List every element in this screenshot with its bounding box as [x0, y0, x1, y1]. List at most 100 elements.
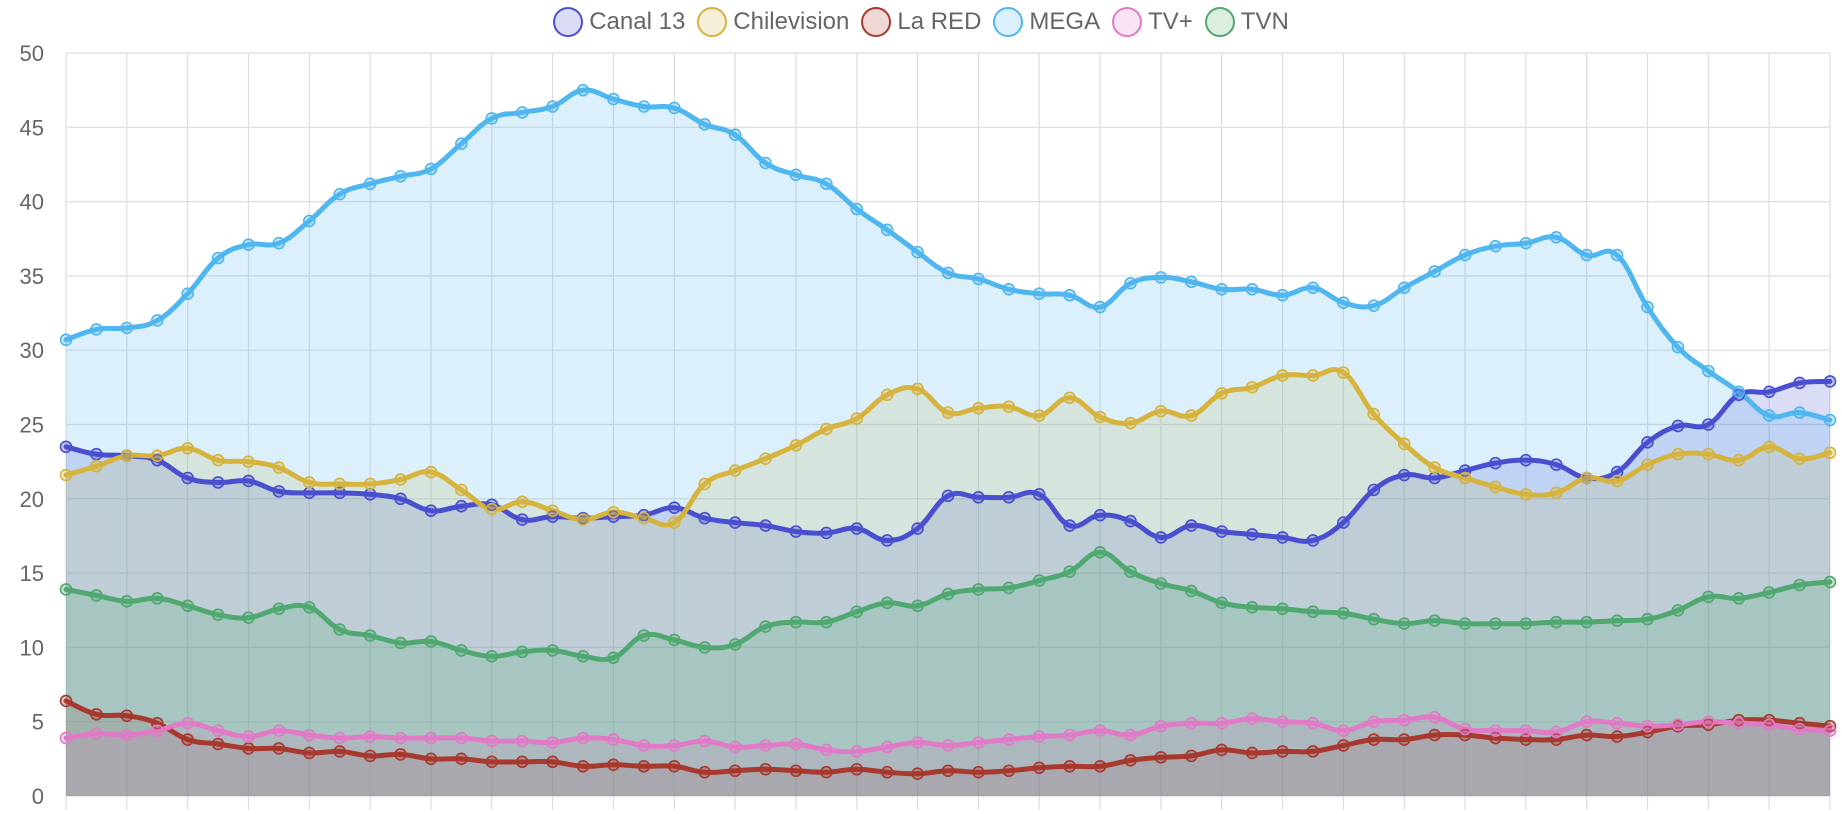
point-canal-13	[1702, 418, 1715, 431]
point-tvn	[272, 602, 286, 616]
point-la-red	[1093, 759, 1107, 773]
point-chilevision	[1732, 453, 1746, 467]
point-la-red	[515, 755, 529, 769]
point-tv-	[1124, 728, 1137, 742]
point-tvn	[789, 615, 803, 629]
point-canal-13	[1063, 519, 1076, 532]
point-canal-13	[333, 486, 347, 500]
point-la-red	[880, 765, 894, 779]
point-tvn	[1519, 617, 1533, 630]
point-tv-	[1002, 733, 1016, 746]
point-tv-	[880, 740, 894, 754]
legend-swatch	[697, 7, 728, 37]
point-la-red	[272, 742, 286, 755]
legend-item[interactable]: Chilevision	[697, 7, 849, 37]
point-canal-13	[941, 489, 955, 503]
point-chilevision	[1306, 369, 1320, 382]
point-la-red	[242, 742, 255, 755]
point-tv-	[455, 731, 468, 745]
point-tvn	[1823, 575, 1837, 589]
point-tv-	[546, 736, 559, 749]
point-tvn	[759, 620, 772, 633]
y-tick-label: 20	[20, 487, 44, 512]
point-canal-13	[59, 440, 73, 454]
point-canal-13	[150, 453, 164, 467]
point-chilevision	[1519, 488, 1533, 501]
point-canal-13	[1367, 483, 1381, 497]
point-mega	[1519, 236, 1533, 250]
point-canal-13	[1154, 531, 1168, 544]
point-chilevision	[820, 422, 833, 436]
point-canal-13	[424, 504, 438, 517]
legend-swatch	[553, 7, 584, 37]
point-tvn	[667, 633, 681, 647]
point-tvn	[150, 592, 164, 605]
point-chilevision	[911, 382, 924, 396]
point-mega	[1489, 239, 1502, 253]
point-chilevision	[1610, 474, 1624, 488]
point-chilevision	[242, 455, 255, 468]
point-chilevision	[698, 477, 711, 491]
legend-item[interactable]: TVN	[1204, 7, 1289, 37]
point-tvn	[1580, 615, 1593, 629]
point-canal-13	[90, 447, 103, 461]
point-mega	[1337, 296, 1350, 309]
point-tv-	[911, 736, 924, 749]
point-canal-13	[1124, 514, 1137, 528]
point-tvn	[242, 611, 255, 624]
point-mega	[667, 101, 681, 115]
point-tvn	[576, 650, 590, 663]
legend-item[interactable]: TV+	[1112, 7, 1193, 37]
point-mega	[150, 314, 164, 327]
point-la-red	[1063, 759, 1076, 773]
point-mega	[59, 333, 73, 347]
point-tv-	[1093, 724, 1107, 737]
point-canal-13	[394, 492, 407, 506]
point-mega	[1641, 300, 1654, 314]
point-tvn	[941, 587, 955, 601]
point-tv-	[850, 745, 864, 758]
point-mega	[1032, 287, 1046, 301]
point-mega	[455, 137, 468, 150]
point-la-red	[637, 759, 651, 773]
point-tv-	[181, 716, 194, 730]
point-chilevision	[1397, 437, 1411, 451]
point-tvn	[1093, 545, 1107, 559]
point-la-red	[333, 745, 347, 758]
point-la-red	[424, 752, 438, 766]
point-mega	[1367, 299, 1381, 312]
point-mega	[728, 128, 742, 142]
point-tv-	[1549, 725, 1563, 739]
point-mega	[1124, 277, 1137, 290]
point-mega	[941, 266, 955, 280]
point-la-red	[850, 762, 864, 776]
legend-item[interactable]: La RED	[861, 7, 981, 37]
y-tick-label: 5	[32, 710, 44, 735]
point-tv-	[1397, 713, 1411, 727]
point-chilevision	[120, 449, 134, 463]
point-chilevision	[515, 495, 529, 509]
point-la-red	[1154, 751, 1168, 764]
point-tv-	[150, 724, 164, 737]
point-la-red	[1124, 754, 1137, 767]
point-tvn	[911, 599, 924, 613]
point-tv-	[698, 734, 711, 748]
point-tvn	[1306, 605, 1320, 619]
point-tvn	[1641, 612, 1654, 626]
point-tvn	[880, 596, 894, 610]
point-tv-	[1610, 716, 1624, 730]
point-mega	[911, 245, 924, 259]
point-canal-13	[1428, 471, 1441, 485]
legend-item[interactable]: MEGA	[993, 7, 1100, 37]
point-tvn	[1610, 614, 1624, 627]
point-mega	[1732, 385, 1746, 399]
y-tick-label: 30	[20, 338, 44, 363]
point-mega	[515, 106, 529, 119]
point-tvn	[363, 629, 377, 642]
point-canal-13	[1093, 508, 1107, 522]
legend-item[interactable]: Canal 13	[553, 7, 685, 37]
point-tvn	[1185, 584, 1198, 598]
point-canal-13	[1185, 519, 1198, 532]
point-canal-13	[880, 534, 894, 547]
point-tv-	[1489, 724, 1502, 737]
